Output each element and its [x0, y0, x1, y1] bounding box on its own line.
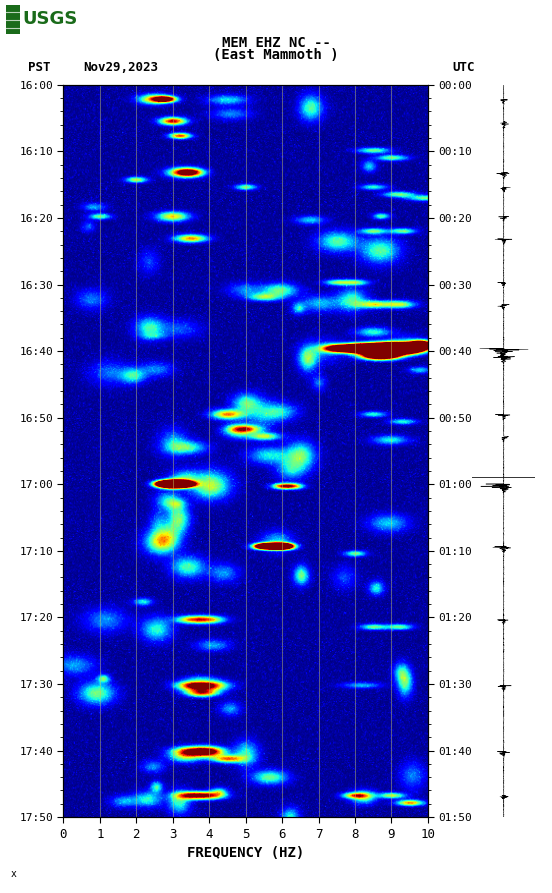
- Text: Nov29,2023: Nov29,2023: [83, 61, 158, 74]
- Text: USGS: USGS: [22, 11, 77, 29]
- Text: MEM EHZ NC --: MEM EHZ NC --: [221, 36, 331, 50]
- X-axis label: FREQUENCY (HZ): FREQUENCY (HZ): [187, 846, 304, 860]
- Text: UTC: UTC: [453, 61, 475, 74]
- Text: x: x: [11, 869, 17, 879]
- Text: PST: PST: [28, 61, 50, 74]
- Text: (East Mammoth ): (East Mammoth ): [213, 48, 339, 63]
- Bar: [6, 5, 20, 34]
